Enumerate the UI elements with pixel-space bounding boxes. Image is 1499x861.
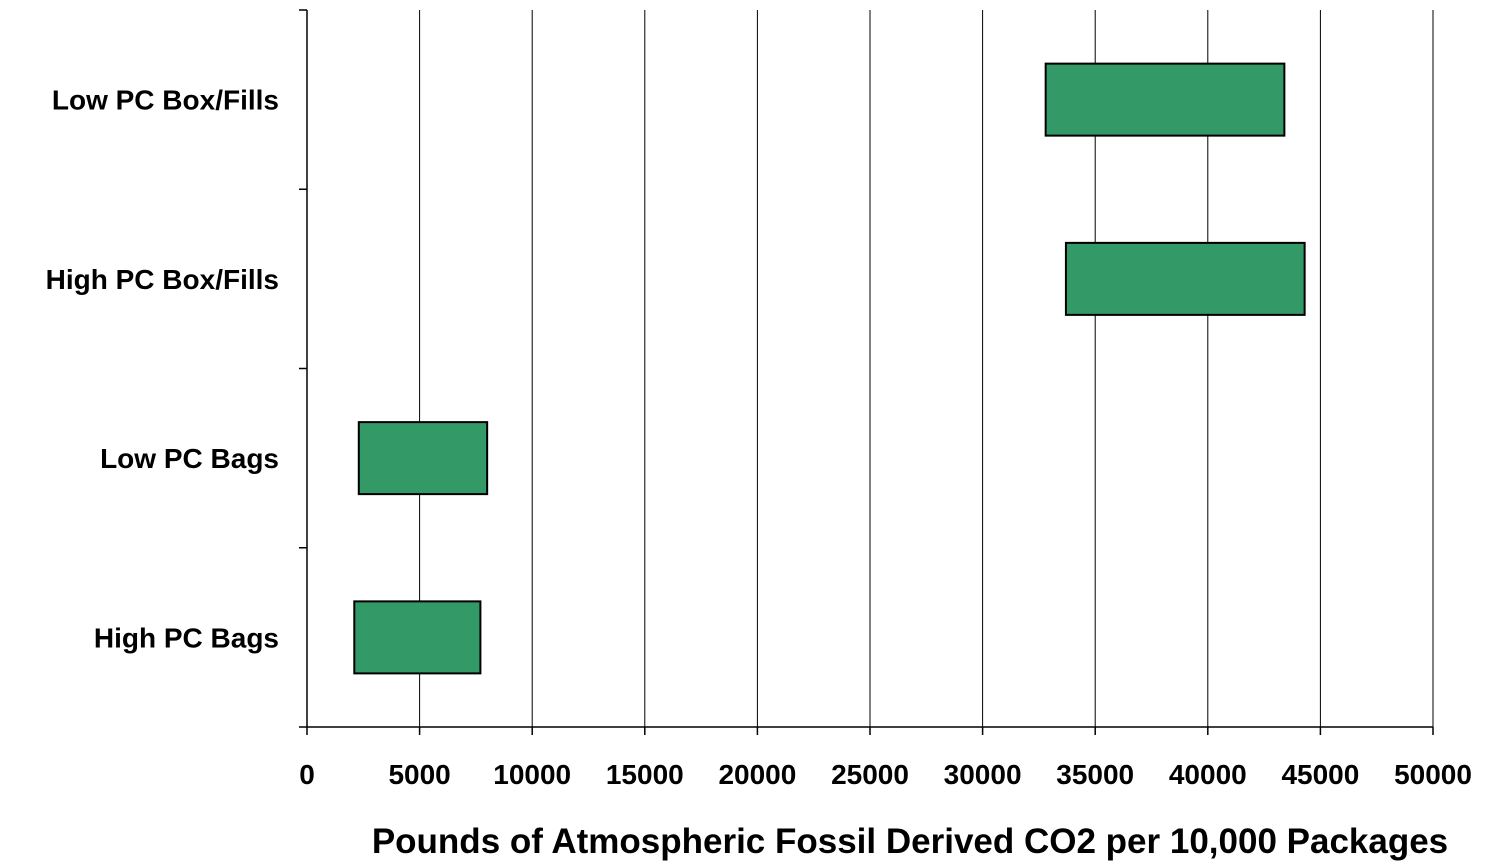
x-tick-label: 50000 <box>1394 759 1472 790</box>
bars <box>353 62 1306 675</box>
x-tick-label: 5000 <box>388 759 450 790</box>
x-axis-title: Pounds of Atmospheric Fossil Derived CO2… <box>372 822 1448 861</box>
category-label: Low PC Bags <box>100 443 279 474</box>
x-tick-label: 35000 <box>1056 759 1134 790</box>
x-tick-label: 45000 <box>1281 759 1359 790</box>
y-axis-ticks <box>299 9 307 728</box>
x-tick-label: 25000 <box>831 759 909 790</box>
bar-high-pc-box-fills <box>1064 241 1306 316</box>
x-tick-labels: 0 5000 10000 15000 20000 25000 30000 35000 40000… <box>299 727 1472 790</box>
category-label: Low PC Box/Fills <box>52 85 279 116</box>
x-tick-label: 20000 <box>718 759 796 790</box>
x-tick-label: 0 <box>299 759 315 790</box>
bar-high-pc-bags <box>353 600 482 675</box>
x-tick-label: 10000 <box>493 759 571 790</box>
x-tick-label: 15000 <box>606 759 684 790</box>
category-label: High PC Bags <box>94 622 279 653</box>
category-labels: Low PC Box/Fills High PC Box/Fills Low PC … <box>46 85 279 654</box>
bar-low-pc-box-fills <box>1044 62 1286 137</box>
x-tick-label: 30000 <box>944 759 1022 790</box>
bar-low-pc-bags <box>357 421 489 496</box>
x-tick-label: 40000 <box>1169 759 1247 790</box>
category-label: High PC Box/Fills <box>46 264 279 295</box>
